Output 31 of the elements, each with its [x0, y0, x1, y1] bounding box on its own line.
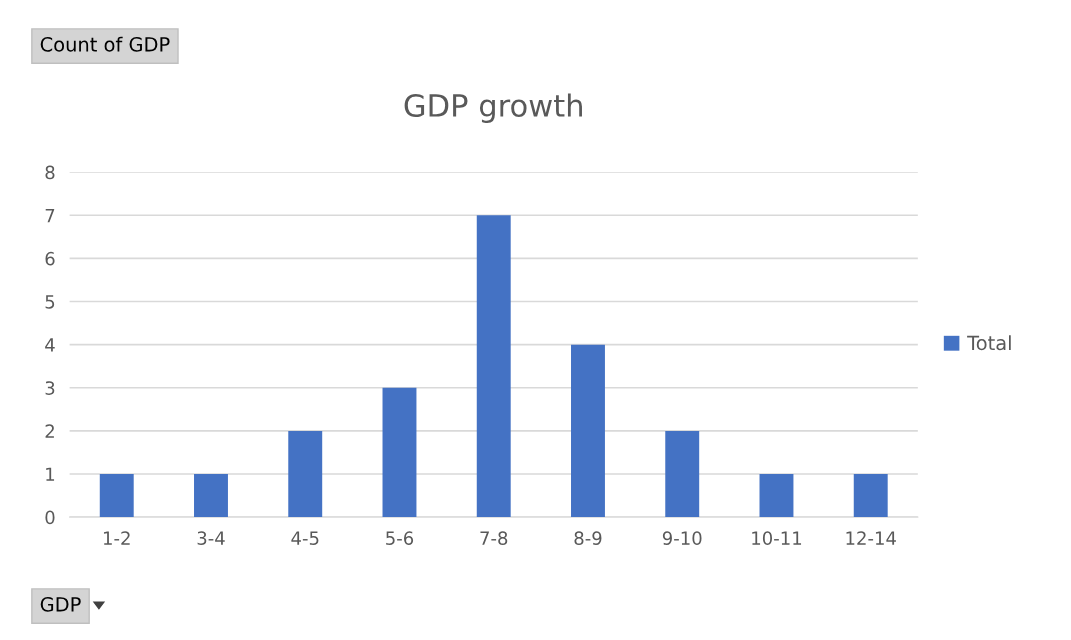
bar	[382, 387, 417, 518]
y-tick-label: 5	[45, 295, 55, 309]
text: Count of GDP	[40, 36, 170, 52]
chart-title: GDP growth	[404, 93, 582, 123]
bar	[99, 474, 134, 518]
bar	[759, 474, 794, 518]
y-tick-label: 0	[45, 510, 55, 525]
y-tick-label: 1	[46, 467, 55, 481]
text: GDP	[40, 597, 81, 612]
bar	[194, 474, 228, 518]
x-tick-label: 1-2	[103, 531, 130, 545]
y-tick-label: 3	[45, 381, 55, 395]
y-tick-label: 2	[45, 424, 54, 438]
y-tick-label: 7	[45, 208, 55, 223]
x-tick-label: 10-11	[752, 531, 802, 545]
y-tick-label: 6	[45, 251, 55, 266]
bar	[571, 344, 605, 518]
x-tick-label: 4-5	[291, 531, 319, 545]
legend-label: Total	[967, 335, 1011, 351]
x-tick-label: 12-14	[846, 531, 896, 545]
y-tick-label: 8	[45, 165, 55, 180]
x-tick-label: 9-10	[662, 531, 702, 545]
x-tick-label: 5-6	[386, 531, 414, 545]
x-tick-label: 3-4	[197, 531, 225, 545]
x-tick-label: 7-8	[480, 531, 508, 545]
bar	[665, 430, 700, 518]
x-tick-label: 8-9	[574, 531, 602, 545]
bar	[476, 215, 511, 518]
bar	[853, 474, 888, 518]
y-tick-label: 4	[45, 338, 55, 352]
bar	[288, 430, 323, 518]
